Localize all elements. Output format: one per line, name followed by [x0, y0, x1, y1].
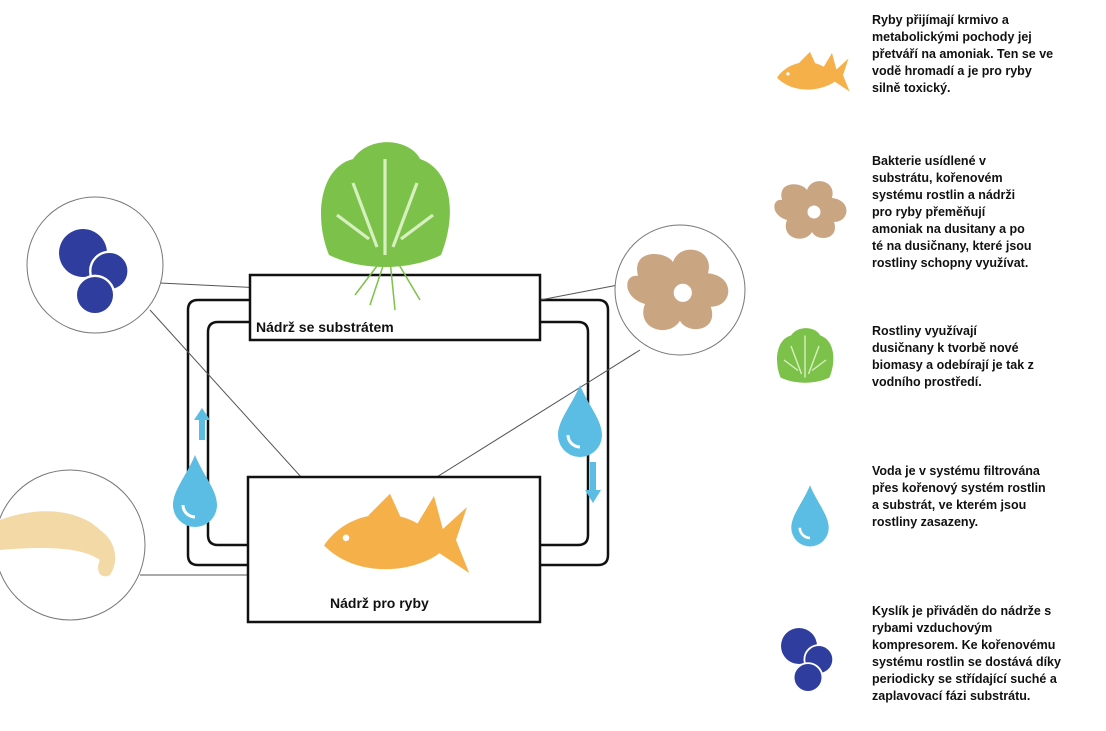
legend-text: Kyslík je přiváděn do nádrže s — [872, 604, 1051, 618]
legend-text: zaplavovací fázi substrátu. — [872, 689, 1030, 703]
legend-text: silně toxický. — [872, 81, 951, 95]
legend-text: vodě hromadí a je pro ryby — [872, 64, 1032, 78]
legend-text: amoniak na dusitany a po — [872, 222, 1025, 236]
plant — [321, 142, 450, 267]
legend-text: periodicky se střídající suché a — [872, 672, 1058, 686]
legend-text: přes kořenový systém rostlin — [872, 481, 1046, 495]
legend-text: rostliny zasazeny. — [872, 515, 978, 529]
legend-text: Rostliny využívají — [872, 324, 977, 338]
legend-text: pro ryby přeměňují — [872, 205, 986, 219]
legend-icon — [774, 181, 846, 239]
legend-text: dusičnany k tvorbě nové — [872, 341, 1019, 355]
legend-icon — [777, 328, 833, 383]
tank-label: Nádrž se substrátem — [256, 319, 394, 335]
legend-text: a substrát, ve kterém jsou — [872, 498, 1026, 512]
legend-icon — [791, 485, 828, 546]
legend-text: kompresorem. Ke kořenovému — [872, 638, 1055, 652]
tank-label: Nádrž pro ryby — [330, 595, 429, 611]
legend-text: systému rostlin se dostává díky — [872, 655, 1061, 669]
legend-text: té na dusičnany, které jsou — [872, 239, 1032, 253]
legend-text: Bakterie usídlené v — [872, 154, 986, 168]
legend-text: Ryby přijímají krmivo a — [872, 13, 1010, 27]
legend-text: metabolickými pochody jej — [872, 30, 1032, 44]
legend-icon — [781, 628, 833, 692]
legend-text: rostliny schopny využívat. — [872, 256, 1028, 270]
legend-text: vodního prostředí. — [872, 375, 982, 389]
legend-text: rybami vzduchovým — [872, 621, 992, 635]
legend-text: biomasy a odebírají je tak z — [872, 358, 1034, 372]
diagram: Nádrž se substrátem Nádrž pro ryby Ryby … — [0, 0, 1106, 731]
legend-text: Voda je v systému filtrována — [872, 464, 1041, 478]
water-drop — [173, 455, 217, 527]
legend-text: systému rostlin a nádrži — [872, 188, 1015, 202]
legend-icon — [777, 52, 850, 92]
legend-text: substrátu, kořenovém — [872, 171, 1003, 185]
legend-text: přetváří na amoniak. Ten se ve — [872, 47, 1053, 61]
water-drop — [558, 385, 602, 457]
